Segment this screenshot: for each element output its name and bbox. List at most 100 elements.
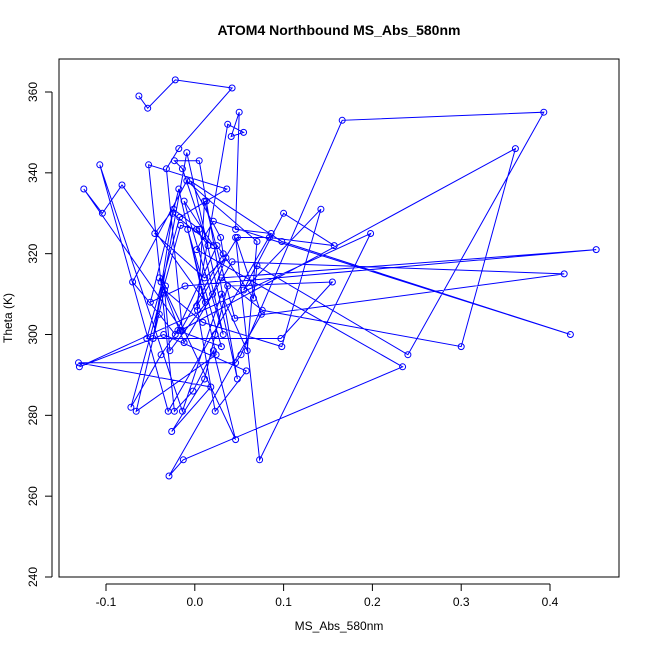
data-point — [193, 225, 201, 233]
data-point — [80, 185, 88, 193]
data-point — [129, 278, 137, 286]
data-point — [144, 104, 152, 112]
data-point — [249, 294, 257, 302]
data-point — [170, 205, 177, 213]
data-point — [232, 436, 240, 444]
data-point — [157, 351, 165, 359]
data-point — [194, 306, 201, 314]
data-point — [560, 270, 568, 278]
data-point — [75, 363, 83, 371]
plot-frame — [58, 58, 620, 578]
data-point — [566, 331, 574, 338]
data-point — [184, 225, 192, 233]
data-point — [169, 209, 177, 217]
data-point — [127, 403, 135, 411]
data-point — [233, 375, 241, 383]
data-point — [176, 213, 184, 221]
data-point — [171, 331, 179, 338]
y-tick-label: 300 — [26, 324, 40, 344]
data-point — [118, 181, 126, 189]
data-point — [177, 327, 185, 334]
data-point — [457, 343, 465, 351]
data-point — [183, 149, 191, 157]
data-point — [146, 298, 154, 306]
data-point — [257, 310, 265, 318]
data-point — [186, 177, 194, 185]
data-point — [170, 157, 178, 165]
data-point — [265, 234, 273, 241]
data-point — [224, 120, 232, 128]
y-tick-label: 240 — [26, 567, 40, 587]
y-tick-label: 320 — [26, 243, 40, 263]
data-point — [367, 230, 375, 237]
data-point — [253, 238, 261, 245]
x-axis-label: MS_Abs_580nm — [295, 619, 384, 633]
data-point — [338, 116, 346, 124]
data-point — [175, 185, 183, 193]
data-point — [209, 217, 217, 225]
data-point — [232, 225, 240, 233]
data-point — [228, 84, 236, 92]
data-point — [155, 274, 163, 282]
data-point — [511, 145, 519, 153]
x-tick-label: 0.2 — [364, 595, 381, 609]
data-point — [232, 359, 240, 367]
data-point — [201, 375, 209, 383]
data-point — [183, 177, 191, 185]
data-point — [179, 456, 187, 464]
data-point — [166, 347, 174, 355]
x-tick-label: 0.3 — [453, 595, 470, 609]
data-point — [180, 339, 188, 347]
y-tick-label: 340 — [26, 163, 40, 183]
data-point — [175, 145, 183, 153]
data-point — [227, 133, 235, 140]
data-point — [195, 225, 203, 233]
data-point — [211, 407, 219, 415]
data-point — [75, 359, 82, 367]
data-point — [135, 92, 143, 100]
data-point — [231, 314, 239, 322]
data-point — [161, 286, 169, 294]
data-point — [217, 234, 225, 241]
data-point — [243, 347, 251, 355]
data-point — [212, 351, 220, 359]
data-point — [170, 407, 178, 415]
data-point — [242, 367, 250, 375]
data-point — [193, 302, 201, 310]
data-point — [219, 250, 227, 258]
data-point — [209, 242, 217, 250]
data-point — [180, 197, 188, 205]
data-point — [540, 108, 548, 116]
data-point — [204, 242, 212, 250]
data-point — [240, 286, 248, 294]
data-point — [223, 185, 231, 193]
data-point — [235, 108, 243, 116]
data-point — [181, 282, 189, 290]
data-point — [237, 351, 245, 359]
data-point — [201, 197, 209, 205]
data-point — [404, 351, 412, 359]
data-point — [211, 331, 219, 338]
data-point — [160, 331, 168, 338]
data-point — [165, 472, 173, 480]
x-tick-label: 0.4 — [542, 595, 559, 609]
data-point — [213, 242, 221, 250]
data-point — [224, 282, 232, 290]
data-point — [258, 306, 266, 314]
x-tick-label: 0.0 — [186, 595, 203, 609]
data-point — [228, 258, 236, 266]
data-point — [151, 230, 159, 237]
data-point — [178, 165, 186, 173]
data-point — [217, 290, 225, 298]
data-point — [209, 290, 217, 298]
data-point — [280, 209, 288, 217]
data-point — [177, 221, 185, 229]
data-point — [217, 274, 225, 282]
data-point — [168, 428, 176, 435]
data-point — [399, 363, 407, 371]
data-point — [317, 205, 325, 213]
data-point — [199, 318, 207, 326]
data-point — [145, 161, 153, 169]
data-point — [277, 335, 285, 342]
